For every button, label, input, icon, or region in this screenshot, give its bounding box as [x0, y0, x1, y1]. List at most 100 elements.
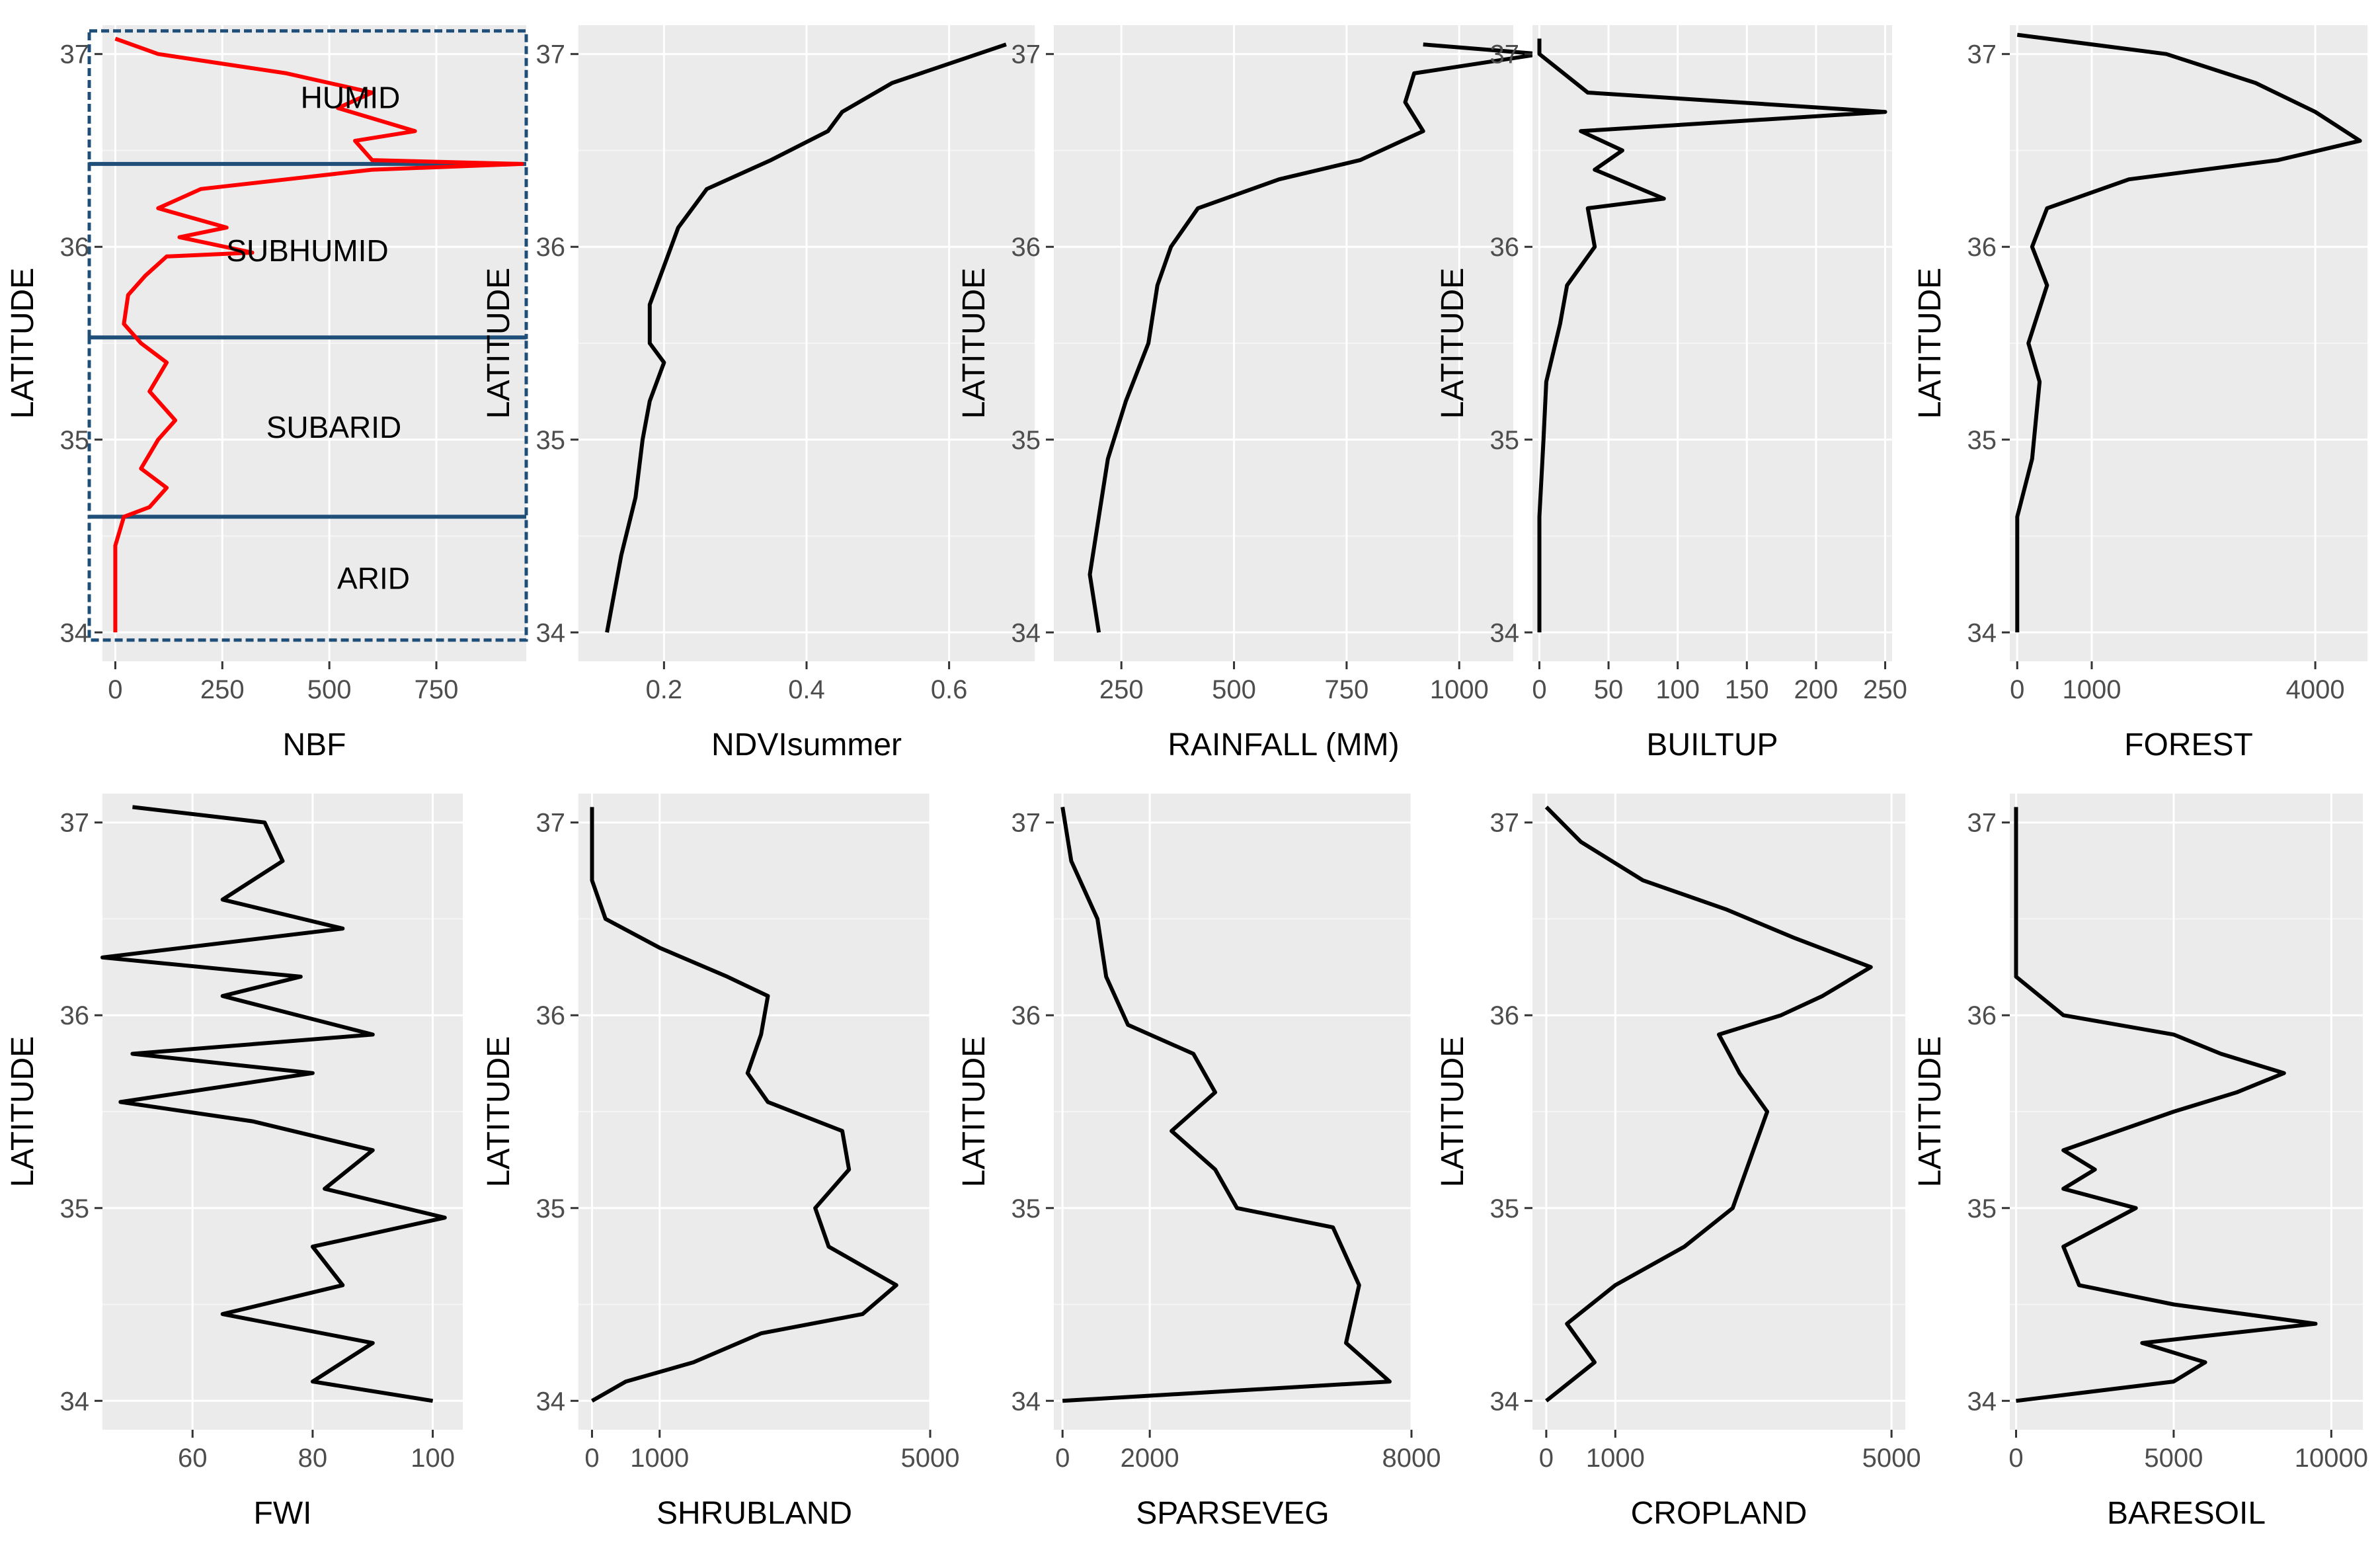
y-tick-label: 37	[1967, 40, 1997, 69]
x-axis-title-shrubland: SHRUBLAND	[656, 1496, 852, 1531]
y-tick-label: 35	[60, 426, 90, 455]
x-tick-label: 750	[1325, 675, 1369, 704]
series-line-baresoil	[2014, 807, 2318, 1403]
panel-sparseveg: 34 35 36 37 0 2000 8000 SPARSEVEG LATITUDE	[957, 794, 1441, 1531]
y-tick-label: 36	[1967, 233, 1997, 262]
x-tick-label: 500	[1212, 675, 1256, 704]
x-tick-label: 0.2	[646, 675, 683, 704]
y-tick-label: 36	[60, 233, 90, 262]
panel-builtup: 34 35 36 37 0 50 100 150 200 250 BUILTUP LATITUDE	[1435, 25, 1907, 762]
y-tick-label: 34	[60, 1387, 90, 1416]
y-tick-label: 36	[1490, 233, 1520, 262]
x-tick-label: 0.4	[788, 675, 825, 704]
y-tick-label: 34	[1490, 1387, 1520, 1416]
y-tick-label: 35	[1490, 1194, 1520, 1223]
y-tick-label: 37	[1012, 40, 1041, 69]
x-tick-label: 150	[1725, 675, 1769, 704]
y-tick-label: 35	[536, 1194, 566, 1223]
x-axis-title-cropland: CROPLAND	[1631, 1496, 1807, 1531]
y-axis-title: LATITUDE	[481, 268, 516, 419]
x-tick-label: 5000	[2144, 1444, 2203, 1473]
panel-shrubland: 34 35 36 37 0 1000 5000 SHRUBLAND LATITUDE	[481, 794, 959, 1531]
y-axis-title: LATITUDE	[5, 1036, 40, 1187]
x-tick-label: 8000	[1382, 1444, 1441, 1473]
y-axis-title: LATITUDE	[957, 268, 992, 419]
x-axis-title-sparseveg: SPARSEVEG	[1136, 1496, 1329, 1531]
x-tick-label: 1000	[1586, 1444, 1645, 1473]
x-tick-label: 5000	[901, 1444, 960, 1473]
x-tick-label: 0	[2010, 675, 2024, 704]
x-tick-label: 250	[1099, 675, 1144, 704]
y-tick-label: 37	[536, 809, 566, 838]
x-tick-label: 100	[411, 1444, 455, 1473]
x-tick-label: 250	[200, 675, 245, 704]
y-tick-label: 37	[1490, 809, 1520, 838]
y-tick-label: 35	[1967, 426, 1997, 455]
y-tick-label: 35	[1967, 1194, 1997, 1223]
panel-rainfall-mm: 34 35 36 37 250 500 750 1000 RAINFALL (MM) LATITU…	[957, 25, 1542, 762]
y-tick-label: 35	[1012, 426, 1041, 455]
y-tick-label: 36	[60, 1001, 90, 1030]
y-tick-label: 35	[536, 426, 566, 455]
y-tick-label: 37	[60, 40, 90, 69]
series-line-ndvisummer	[605, 42, 1007, 633]
y-tick-label: 35	[1490, 426, 1520, 455]
x-axis-title-rainfall-mm: RAINFALL (MM)	[1168, 727, 1399, 762]
x-tick-label: 4000	[2286, 675, 2345, 704]
y-tick-label: 35	[60, 1194, 90, 1223]
x-tick-label: 2000	[1121, 1444, 1179, 1473]
y-axis-title: LATITUDE	[1435, 268, 1470, 419]
y-tick-label: 36	[536, 233, 566, 262]
y-tick-label: 36	[1490, 1001, 1520, 1030]
y-tick-label: 37	[536, 40, 566, 69]
y-tick-label: 34	[1490, 618, 1520, 647]
panel-baresoil: 34 35 36 37 0 5000 10000 BARESOIL LATITUDE	[1913, 794, 2368, 1531]
x-tick-label: 5000	[1862, 1444, 1921, 1473]
x-axis-title-fwi: FWI	[254, 1496, 312, 1531]
x-tick-label: 0	[108, 675, 122, 704]
y-tick-label: 37	[1012, 809, 1041, 838]
x-axis-title-ndvisummer: NDVIsummer	[711, 727, 902, 762]
x-tick-label: 0	[2008, 1444, 2023, 1473]
series-line-forest	[2015, 32, 2362, 633]
y-tick-label: 34	[536, 618, 566, 647]
y-axis-title: LATITUDE	[481, 1036, 516, 1187]
y-tick-label: 37	[60, 809, 90, 838]
series-line-fwi	[100, 805, 447, 1403]
zone-label-arid: ARID	[337, 561, 410, 596]
series-line-sparseveg	[1060, 806, 1392, 1403]
y-axis-title: LATITUDE	[5, 268, 40, 419]
y-tick-label: 34	[1012, 618, 1041, 647]
x-tick-label: 0.6	[931, 675, 968, 704]
x-tick-label: 1000	[630, 1444, 689, 1473]
y-tick-label: 36	[1967, 1001, 1997, 1030]
x-axis-title-builtup: BUILTUP	[1646, 727, 1778, 762]
x-tick-label: 80	[298, 1444, 328, 1473]
series-line-shrubland	[590, 807, 898, 1403]
x-tick-label: 0	[584, 1444, 599, 1473]
x-tick-label: 0	[1539, 1444, 1554, 1473]
panel-fwi: 34 35 36 37 60 80 100 FWI LATITUDE	[5, 794, 463, 1531]
y-axis-title: LATITUDE	[1913, 268, 1948, 419]
x-tick-label: 100	[1655, 675, 1700, 704]
series-line-nbf	[113, 36, 524, 633]
panel-nbf: HUMID SUBHUMID SUBARID ARID 34 35 36 37 0 250 500 7…	[5, 25, 528, 762]
zone-label-humid: HUMID	[301, 80, 401, 114]
y-tick-label: 36	[536, 1001, 566, 1030]
y-tick-label: 37	[1967, 809, 1997, 838]
x-tick-label: 250	[1863, 675, 1907, 704]
series-line-cropland	[1544, 805, 1873, 1403]
x-tick-label: 50	[1594, 675, 1624, 704]
y-tick-label: 34	[536, 1387, 566, 1416]
series-line-rainfall-mm	[1088, 42, 1542, 633]
zone-label-subhumid: SUBHUMID	[226, 233, 388, 268]
x-axis-title-forest: FOREST	[2124, 727, 2253, 762]
y-tick-label: 35	[1012, 1194, 1041, 1223]
y-axis-title: LATITUDE	[957, 1036, 992, 1187]
y-tick-label: 36	[1012, 233, 1041, 262]
x-tick-label: 500	[307, 675, 352, 704]
x-tick-label: 200	[1794, 675, 1839, 704]
panel-forest: 34 35 36 37 0 1000 4000 FOREST LATITUDE	[1913, 25, 2367, 762]
x-axis-title-nbf: NBF	[283, 727, 346, 762]
y-tick-label: 34	[1012, 1387, 1041, 1416]
